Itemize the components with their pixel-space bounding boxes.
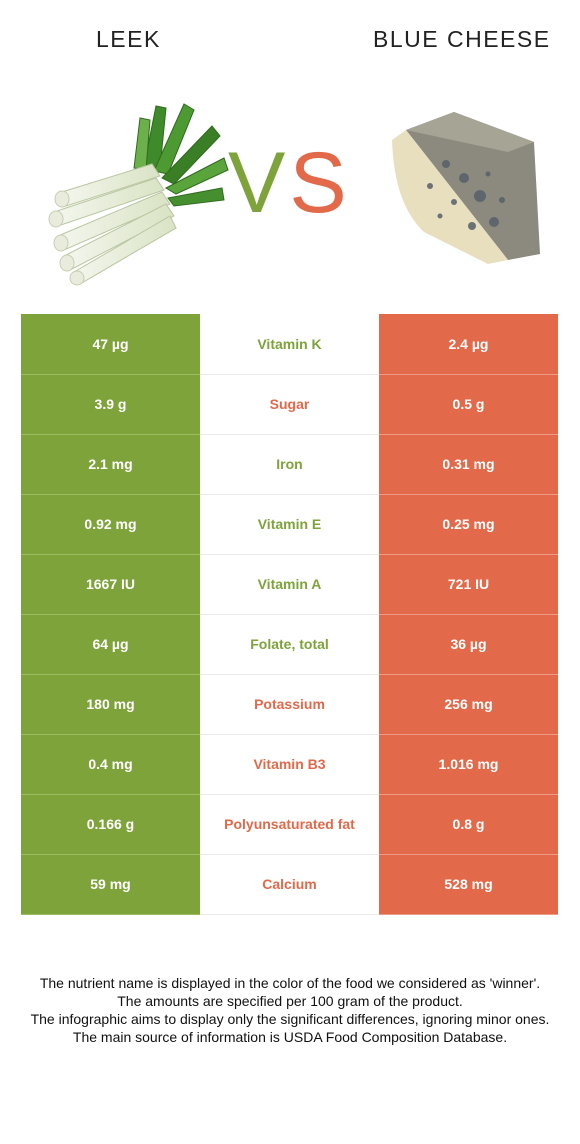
right-food-value: 721 IU — [379, 554, 558, 615]
table-row: 0.92 mg Vitamin E 0.25 mg — [21, 494, 558, 555]
left-food-value: 3.9 g — [21, 374, 200, 435]
table-row: 59 mg Calcium 528 mg — [21, 854, 558, 915]
footnote-significance: The infographic aims to display only the… — [30, 1011, 550, 1027]
nutrient-name: Sugar — [200, 374, 379, 435]
left-food-value: 2.1 mg — [21, 434, 200, 495]
right-food-value: 528 mg — [379, 854, 558, 915]
table-row: 47 µg Vitamin K 2.4 µg — [21, 314, 558, 375]
table-row: 64 µg Folate, total 36 µg — [21, 614, 558, 675]
nutrient-comparison-table: 47 µg Vitamin K 2.4 µg 3.9 g Sugar 0.5 g 2.1 m… — [21, 314, 558, 915]
footnote-amounts: The amounts are specified per 100 gram o… — [117, 993, 463, 1009]
footnote-winner-color: The nutrient name is displayed in the co… — [39, 975, 541, 991]
nutrient-name: Vitamin A — [200, 554, 379, 615]
right-food-value: 1.016 mg — [379, 734, 558, 795]
footnote-source: The main source of information is USDA F… — [72, 1029, 508, 1045]
right-food-value: 256 mg — [379, 674, 558, 735]
right-food-value: 2.4 µg — [379, 314, 558, 375]
right-food-value: 0.25 mg — [379, 494, 558, 555]
table-row: 180 mg Potassium 256 mg — [21, 674, 558, 735]
nutrient-name: Vitamin B3 — [200, 734, 379, 795]
right-food-value: 0.8 g — [379, 794, 558, 855]
left-food-value: 59 mg — [21, 854, 200, 915]
left-food-value: 47 µg — [21, 314, 200, 375]
left-food-value: 1667 IU — [21, 554, 200, 615]
table-row: 2.1 mg Iron 0.31 mg — [21, 434, 558, 495]
table-row: 0.4 mg Vitamin B3 1.016 mg — [21, 734, 558, 795]
footnotes: The nutrient name is displayed in the co… — [10, 974, 570, 1046]
nutrient-name: Vitamin K — [200, 314, 379, 375]
left-food-title: LEEK — [96, 26, 161, 52]
vs-s-letter: S — [289, 135, 351, 231]
left-food-value: 0.166 g — [21, 794, 200, 855]
blue-cheese-illustration — [392, 112, 540, 264]
right-food-value: 0.31 mg — [379, 434, 558, 495]
nutrient-name: Polyunsaturated fat — [200, 794, 379, 855]
right-food-value: 36 µg — [379, 614, 558, 675]
vs-label: VS — [228, 140, 351, 226]
left-food-value: 64 µg — [21, 614, 200, 675]
nutrient-name: Folate, total — [200, 614, 379, 675]
vs-v-letter: V — [228, 135, 290, 231]
nutrient-name: Calcium — [200, 854, 379, 915]
table-row: 0.166 g Polyunsaturated fat 0.8 g — [21, 794, 558, 855]
leek-illustration — [48, 103, 229, 286]
nutrient-name: Iron — [200, 434, 379, 495]
nutrient-name: Vitamin E — [200, 494, 379, 555]
nutrient-name: Potassium — [200, 674, 379, 735]
left-food-value: 180 mg — [21, 674, 200, 735]
right-food-value: 0.5 g — [379, 374, 558, 435]
left-food-value: 0.4 mg — [21, 734, 200, 795]
left-food-value: 0.92 mg — [21, 494, 200, 555]
right-food-title: BLUE CHEESE — [373, 26, 551, 52]
table-row: 3.9 g Sugar 0.5 g — [21, 374, 558, 435]
table-row: 1667 IU Vitamin A 721 IU — [21, 554, 558, 615]
